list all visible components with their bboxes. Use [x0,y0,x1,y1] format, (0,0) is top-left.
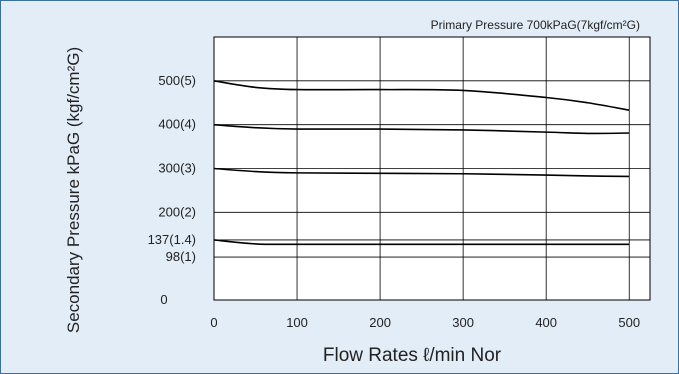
pressure-curve-3 [213,167,630,178]
pressure-curve-2 [213,123,630,135]
x-axis-label: Flow Rates ℓ/min Nor [323,345,502,366]
y-tick-label: 0 [160,292,167,307]
y-tick-label: 400(4) [158,117,196,132]
pressure-curves [213,80,630,246]
y-tick-label: 98(1) [166,249,196,264]
y-tick-labels: 0 98(1) 137(1.4) 200(2) 300(3) 400(4) 500(5) [148,73,196,307]
x-tick-label: 300 [452,315,474,330]
chart-title: Primary Pressure 700kPaG(7kgf/cm²G) [431,18,640,32]
grid-lines [214,37,650,300]
x-tick-label: 100 [286,315,308,330]
x-tick-label: 400 [535,315,557,330]
x-tick-label: 500 [618,315,640,330]
x-tick-labels: 0 100 200 300 400 500 [210,315,640,330]
y-tick-label: 200(2) [158,204,196,219]
y-tick-label: 137(1.4) [148,232,196,247]
y-axis-label: Secondary Pressure kPaG (kgf/cm²G) [64,47,83,333]
pressure-curve-4 [213,239,630,246]
y-tick-label: 300(3) [158,161,196,176]
x-tick-label: 200 [369,315,391,330]
x-tick-label: 0 [210,315,217,330]
y-tick-label: 500(5) [158,73,196,88]
pressure-curve-1 [213,80,630,111]
